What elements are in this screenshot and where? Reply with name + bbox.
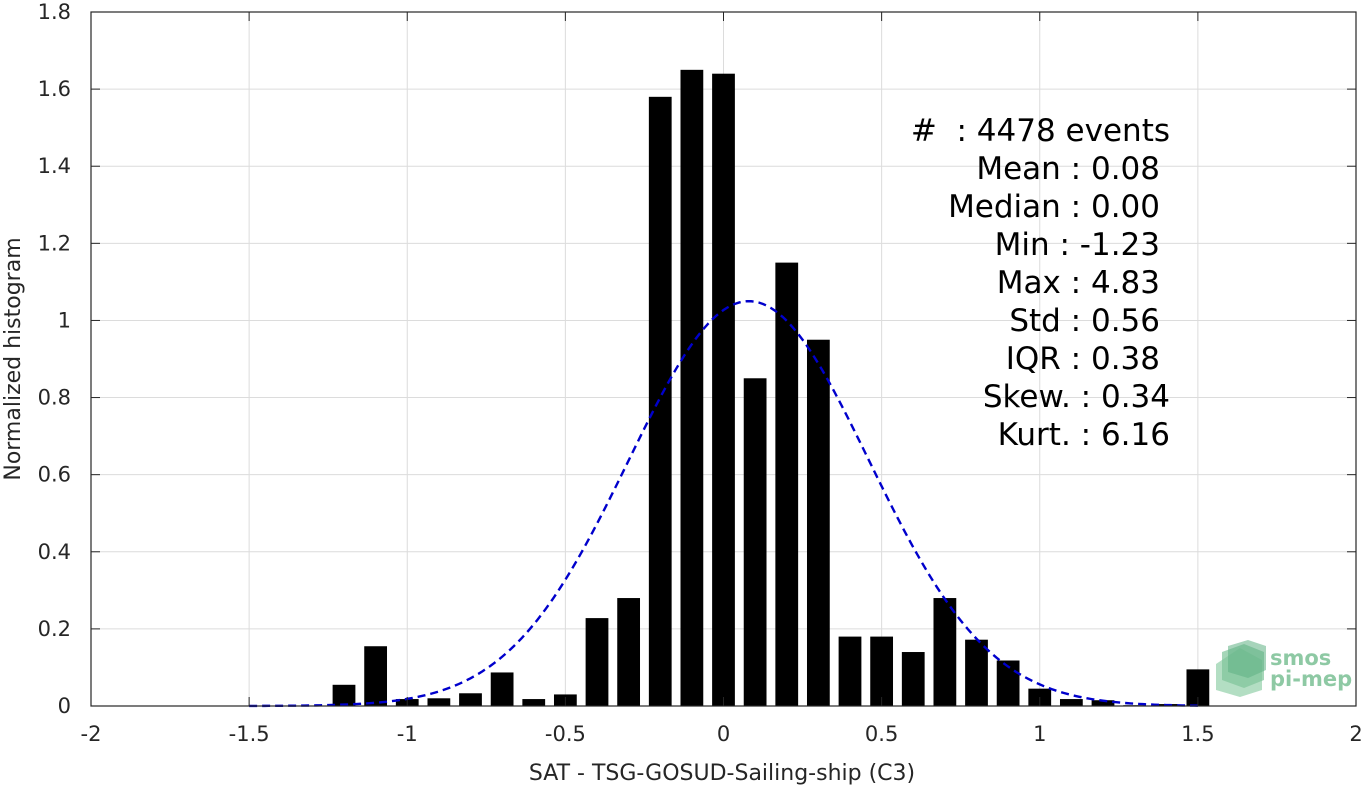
- y-tick-label: 1.2: [38, 231, 71, 255]
- stat-line: Median : 0.00: [948, 189, 1160, 225]
- x-tick-label: -1: [397, 722, 418, 746]
- histogram-bar: [427, 698, 451, 706]
- histogram-bar: [870, 636, 894, 706]
- y-tick-label: 1: [58, 308, 71, 332]
- axes-frame: [90, 11, 1357, 707]
- histogram-bar: [617, 598, 641, 706]
- stat-line: Min : -1.23: [995, 227, 1160, 263]
- y-tick-label: 0.2: [38, 617, 71, 641]
- histogram-bar: [1059, 699, 1083, 706]
- histogram-bar: [996, 660, 1020, 706]
- y-tick-label: 0.4: [38, 540, 71, 564]
- smos-pimep-logo: smos pi-mep: [1216, 640, 1352, 697]
- histogram-bar: [1091, 700, 1115, 706]
- y-tick-label: 1.4: [38, 154, 71, 178]
- histogram-bar: [585, 618, 609, 706]
- stat-line: IQR : 0.38: [1006, 341, 1160, 377]
- histogram-bar: [459, 693, 482, 706]
- stat-line: Mean : 0.08: [976, 151, 1160, 187]
- histogram-bar: [933, 598, 957, 706]
- x-tick-label: -1.5: [229, 722, 270, 746]
- stat-line: Max : 4.83: [997, 265, 1160, 301]
- y-tick-label: 0.8: [38, 386, 71, 410]
- x-tick-label: 0.5: [865, 722, 898, 746]
- y-tick-label: 0.6: [38, 463, 71, 487]
- y-axis-label: Normalized histogram: [1, 237, 26, 480]
- histogram-bar: [332, 684, 356, 706]
- x-tick-label: -2: [81, 722, 102, 746]
- tick-labels: -2 -1.5 -1 -0.5 0 0.5 1 1.5 2 0 0.2 0.4 0.6 0.8 1 1.2 1.…: [38, 0, 1363, 746]
- histogram-bar: [743, 378, 767, 706]
- histogram-bar: [712, 73, 735, 706]
- y-tick-label: 1.6: [38, 77, 71, 101]
- histogram-bar: [648, 96, 672, 707]
- stat-line: Skew. : 0.34: [983, 379, 1170, 415]
- x-tick-label: 1.5: [1181, 722, 1214, 746]
- x-tick-label: -0.5: [545, 722, 586, 746]
- histogram-bar: [522, 699, 546, 706]
- histogram-bar: [364, 646, 388, 706]
- y-tick-label: 0: [58, 694, 71, 718]
- stat-line: Kurt. : 6.16: [998, 417, 1170, 453]
- x-tick-label: 0: [717, 722, 730, 746]
- logo-text-smos: smos: [1270, 646, 1331, 670]
- histogram-bar: [806, 339, 830, 706]
- stat-line: # : 4478 events: [911, 113, 1170, 149]
- histogram-bar: [1186, 669, 1210, 706]
- histogram-bar: [838, 636, 862, 706]
- histogram-bar: [680, 69, 704, 707]
- histogram-bar: [965, 639, 988, 706]
- stat-line: Std : 0.56: [1009, 303, 1160, 339]
- histogram-bar: [901, 652, 925, 706]
- x-axis-label: SAT - TSG-GOSUD-Sailing-ship (C3): [529, 761, 915, 786]
- histogram-bar: [490, 672, 514, 706]
- histogram-bars: [332, 69, 1210, 707]
- x-tick-label: 1: [1033, 722, 1046, 746]
- logo-mark-icon: [1216, 640, 1266, 697]
- histogram-bar: [775, 262, 799, 706]
- y-tick-label: 1.8: [38, 0, 71, 24]
- logo-text-pimep: pi-mep: [1270, 667, 1352, 691]
- x-tick-label: 2: [1349, 722, 1362, 746]
